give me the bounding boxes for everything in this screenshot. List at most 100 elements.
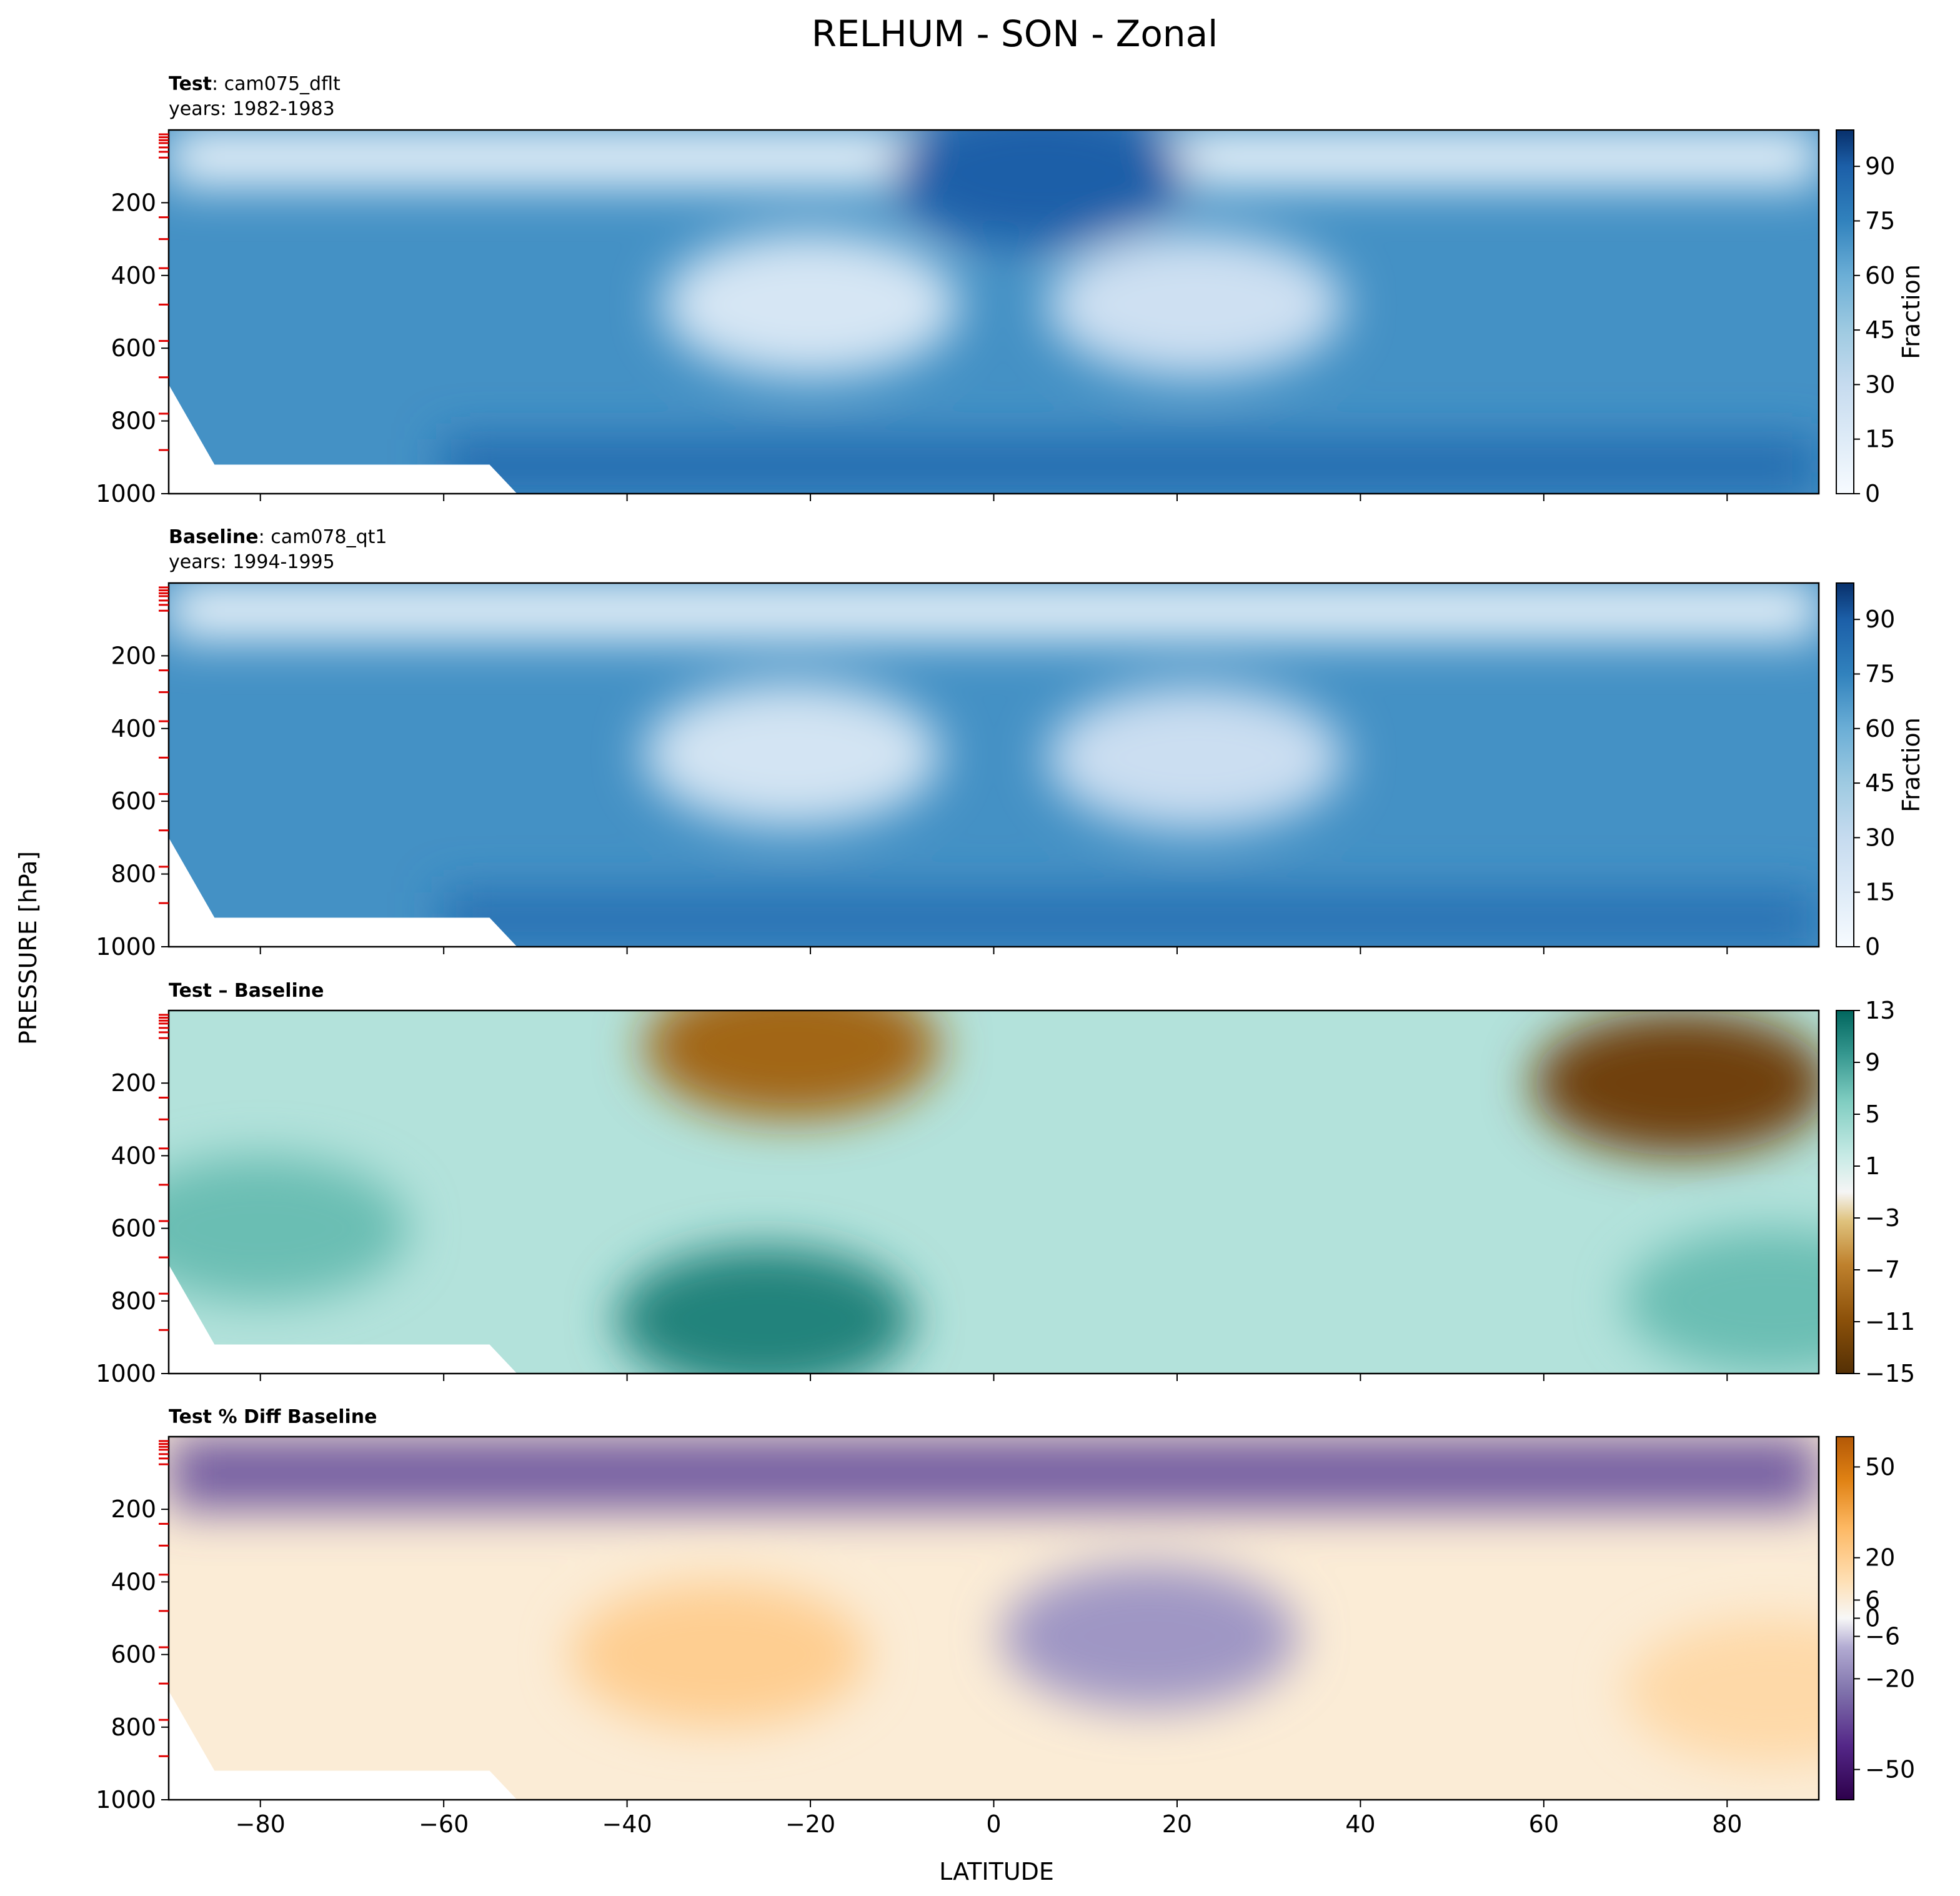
x-tick-label: −40 — [602, 1810, 652, 1838]
colorbar-bar — [1836, 129, 1854, 494]
colorbar-tick-label: −6 — [1865, 1623, 1900, 1650]
y-tick-label: 200 — [111, 1069, 156, 1097]
missing-data-mask — [169, 837, 517, 947]
panel-title-case: : cam078_qt1 — [259, 526, 387, 548]
field-feature — [169, 1437, 1819, 1510]
colorbar: 50 20 60−6 −20 −50 — [1836, 1436, 1915, 1800]
colorbar-bar — [1836, 1436, 1854, 1800]
y-tick-label: 800 — [111, 1287, 156, 1315]
colorbar-tick-label: −50 — [1865, 1756, 1915, 1784]
panel-title-bold: Test — [169, 73, 212, 95]
field-feature — [444, 439, 1819, 494]
panel-title-case: : cam075_dflt — [212, 73, 341, 95]
colorbar-tick-label: 6 — [1865, 1586, 1880, 1614]
colorbar-tick-label: 5 — [1865, 1100, 1880, 1128]
field-feature — [644, 681, 941, 827]
field-feature — [1047, 684, 1344, 831]
panel-years: years: 1982-1983 — [169, 98, 335, 120]
panel-title: Test – Baseline — [169, 980, 324, 1002]
colorbar-tick-label: −15 — [1865, 1360, 1915, 1387]
panel-title: Test: cam075_dflt — [169, 73, 341, 95]
colorbar-tick-label: 45 — [1865, 316, 1895, 344]
colorbar-tick-label: 0 — [1865, 1605, 1880, 1632]
colorbar: 13 9 5 1 −3 −7 −11 −15 — [1836, 997, 1915, 1387]
missing-data-mask — [169, 1264, 517, 1374]
field-feature — [891, 130, 1188, 247]
y-tick-label: 400 — [111, 262, 156, 289]
y-tick-label: 200 — [111, 1495, 156, 1523]
colorbar-tick-label: 1 — [1865, 1152, 1880, 1180]
y-tick-label: 400 — [111, 1568, 156, 1595]
contour-field — [169, 1437, 1819, 1800]
contour-field — [169, 583, 1819, 947]
x-tick-label: 0 — [986, 1810, 1001, 1838]
y-tick-label: 800 — [111, 861, 156, 888]
y-tick-label: 1000 — [96, 933, 156, 960]
field-background — [169, 583, 1819, 947]
colorbar-tick-label: 15 — [1865, 879, 1895, 906]
y-tick-label: 1000 — [96, 1360, 156, 1387]
field-feature — [169, 1155, 409, 1301]
field-feature — [169, 583, 1819, 638]
y-tick-label: 600 — [111, 787, 156, 815]
panel-title: Baseline: cam078_qt1 — [169, 526, 387, 548]
colorbar-tick-label: −11 — [1865, 1308, 1915, 1335]
colorbar-tick-label: 0 — [1865, 480, 1880, 507]
colorbar-tick-label: −20 — [1865, 1665, 1915, 1692]
x-tick-label: 80 — [1712, 1810, 1742, 1838]
x-tick-label: 20 — [1162, 1810, 1192, 1838]
field-feature — [644, 1010, 941, 1120]
colorbar-tick-label: 45 — [1865, 769, 1895, 797]
x-tick-label: −80 — [236, 1810, 286, 1838]
colorbar-tick-label: 90 — [1865, 152, 1895, 180]
colorbar-tick-label: 50 — [1865, 1453, 1895, 1480]
field-feature — [570, 1582, 868, 1727]
missing-data-mask — [169, 384, 517, 494]
x-tick-label: 60 — [1529, 1810, 1559, 1838]
colorbar-label: Fraction — [1898, 717, 1925, 812]
colorbar-bar — [1836, 1010, 1854, 1374]
panel-title-bold: Baseline — [169, 526, 259, 548]
contour-field — [169, 1010, 1819, 1374]
field-feature — [1624, 1618, 1819, 1764]
panel-years: years: 1994-1995 — [169, 551, 335, 573]
y-tick-label: 200 — [111, 642, 156, 669]
colorbar-tick-label: 9 — [1865, 1049, 1880, 1076]
x-axis-label: LATITUDE — [939, 1858, 1054, 1885]
colorbar-tick-label: 30 — [1865, 371, 1895, 398]
colorbar-tick-label: 60 — [1865, 715, 1895, 742]
field-feature — [1001, 1564, 1298, 1709]
panel-title: Test % Diff Baseline — [169, 1406, 377, 1428]
panel-percent_difference: −80 −60 −40 −20 0 20 40 60 802004006008001000Tes… — [96, 1406, 1915, 1838]
y-tick-label: 400 — [111, 715, 156, 742]
colorbar-label: Fraction — [1898, 264, 1925, 359]
field-feature — [616, 1246, 913, 1374]
colorbar-tick-label: −7 — [1865, 1256, 1900, 1284]
colorbar-tick-label: 20 — [1865, 1544, 1895, 1572]
field-feature — [444, 892, 1819, 947]
field-feature — [1533, 1010, 1819, 1156]
y-tick-label: 600 — [111, 1641, 156, 1669]
colorbar-tick-label: −3 — [1865, 1204, 1900, 1232]
field-feature — [1624, 1228, 1819, 1374]
colorbar: 0 15 30 45 60 75 90 Fraction — [1836, 582, 1925, 960]
contour-field — [169, 130, 1819, 494]
figure-title: RELHUM - SON - Zonal — [812, 12, 1218, 55]
y-tick-label: 1000 — [96, 480, 156, 507]
colorbar-tick-label: 75 — [1865, 207, 1895, 235]
colorbar-tick-label: 13 — [1865, 997, 1895, 1024]
x-tick-label: 40 — [1345, 1810, 1375, 1838]
colorbar-tick-label: 0 — [1865, 933, 1880, 960]
y-tick-label: 1000 — [96, 1786, 156, 1814]
x-tick-label: −60 — [419, 1810, 469, 1838]
colorbar-tick-label: 60 — [1865, 262, 1895, 289]
field-feature — [662, 231, 959, 377]
y-tick-label: 800 — [111, 407, 156, 435]
colorbar-tick-label: 30 — [1865, 824, 1895, 851]
colorbar-tick-label: 15 — [1865, 426, 1895, 453]
colorbar-tick-label: 90 — [1865, 606, 1895, 633]
missing-data-mask — [169, 1690, 517, 1800]
